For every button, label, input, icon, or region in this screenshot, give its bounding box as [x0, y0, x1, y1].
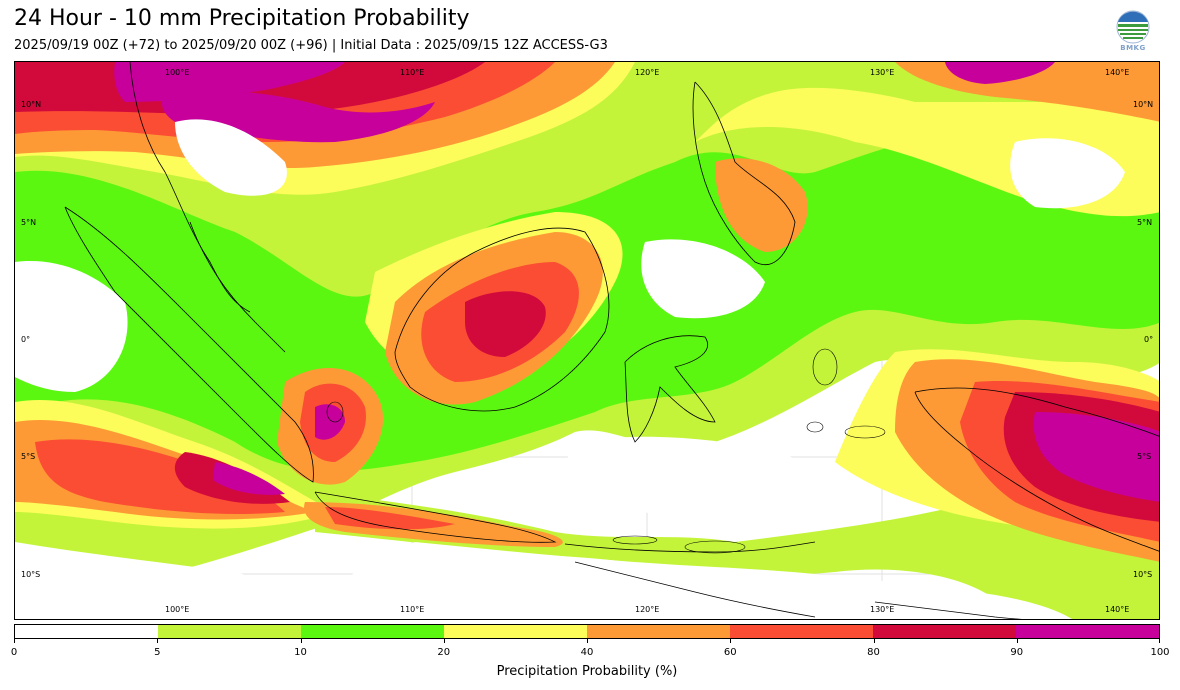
lat-label-5n-right: 5°N: [1137, 218, 1153, 227]
colorbar-tick-label: 90: [1010, 647, 1024, 658]
clear-zone-south: [297, 542, 1072, 619]
precip-zone-60-java: [325, 507, 455, 530]
lon-label-100e-bottom: 100°E: [165, 605, 190, 614]
colorbar-tick-mark: [873, 639, 875, 643]
lat-label-5s-left: 5°S: [21, 452, 36, 461]
lon-label-110e-top: 110°E: [400, 68, 425, 77]
precip-field: [15, 62, 1159, 619]
colorbar-tick-mark: [587, 639, 588, 643]
coastlines: [64, 62, 1159, 619]
chart-subtitle: 2025/09/19 00Z (+72) to 2025/09/20 00Z (…: [14, 38, 608, 53]
coast-borneo: [394, 227, 610, 412]
coast-indochina: [129, 62, 251, 313]
colorbar-tick-label: 5: [154, 647, 161, 658]
lon-label-130e-top: 130°E: [870, 68, 895, 77]
map-canvas: [15, 62, 1159, 619]
precip-zone-90-papua: [1033, 412, 1159, 502]
chart-title: 24 Hour - 10 mm Precipitation Probabilit…: [14, 6, 470, 31]
precip-zone-5-south: [315, 492, 1159, 619]
colorbar-tick-label: 60: [723, 647, 737, 658]
coast-philippines: [692, 81, 796, 265]
colorbar-segment-4: [587, 625, 730, 638]
coast-malay-peninsula: [189, 221, 286, 353]
colorbar-tick-label: 10: [294, 647, 307, 658]
colorbar: [14, 624, 1160, 639]
colorbar-tick-label: 20: [437, 647, 451, 658]
coast-australia: [574, 561, 1021, 619]
clear-zone-indian-ocean: [15, 261, 128, 392]
colorbar-tick-mark: [157, 639, 159, 643]
lon-label-100e-top: 100°E: [165, 68, 190, 77]
island-buru: [806, 421, 824, 433]
coast-sumatra: [64, 206, 314, 483]
bmkg-logo-icon: [1116, 10, 1150, 44]
lat-label-10s-left: 10°S: [21, 570, 41, 579]
precip-zone-40-phil: [715, 158, 808, 252]
colorbar-segment-7: [1016, 625, 1159, 638]
lat-label-10n-right: 10°N: [1133, 100, 1154, 109]
clear-zone-celebes-sea: [641, 239, 765, 319]
colorbar-segment-6: [873, 625, 1016, 638]
island-seram: [844, 425, 886, 439]
colorbar-segment-2: [301, 625, 444, 638]
clear-zone-banda-sea: [566, 436, 817, 514]
lat-label-5s-right: 5°S: [1137, 452, 1152, 461]
island-timor: [684, 540, 746, 554]
coast-nusa-tenggara: [564, 541, 816, 553]
precip-zone-90-ne: [945, 62, 1055, 84]
lon-label-110e-bottom: 110°E: [400, 605, 425, 614]
colorbar-segment-5: [730, 625, 873, 638]
colorbar-tick-mark: [730, 639, 732, 643]
colorbar-segment-0: [15, 625, 158, 638]
clear-zone-scs: [175, 119, 287, 196]
precip-zone-80-borneo: [465, 291, 546, 357]
lat-label-10s-right: 10°S: [1133, 570, 1153, 579]
lon-label-130e-bottom: 130°E: [870, 605, 895, 614]
clear-zone-pacific: [1010, 138, 1125, 209]
coast-sulawesi: [624, 335, 716, 443]
lon-label-140e-bottom: 140°E: [1105, 605, 1130, 614]
coast-papua: [914, 387, 1159, 552]
colorbar-label: Precipitation Probability (%): [496, 664, 678, 679]
colorbar-segment-3: [444, 625, 587, 638]
lon-label-120e-top: 120°E: [635, 68, 660, 77]
colorbar-tick-label: 0: [10, 647, 18, 658]
colorbar-tick-label: 40: [580, 647, 594, 658]
colorbar-tick-mark: [443, 639, 445, 643]
island-bangka: [326, 401, 344, 423]
clear-zone-sw-corner: [15, 542, 304, 619]
island-halmahera: [812, 348, 838, 386]
lat-label-5n-left: 5°N: [21, 218, 37, 227]
colorbar-tick-mark: [300, 639, 302, 643]
coast-java: [314, 491, 557, 543]
precip-zone-90-sumatra: [315, 404, 345, 440]
island-flores: [612, 535, 658, 545]
lat-label-0-left: 0°: [21, 335, 31, 344]
islands: [326, 348, 886, 554]
lon-label-140e-top: 140°E: [1105, 68, 1130, 77]
precip-zone-90-sw: [213, 462, 285, 495]
colorbar-tick-mark: [1016, 639, 1018, 643]
colorbar-tick-label: 100: [1150, 647, 1170, 658]
lon-label-120e-bottom: 120°E: [635, 605, 660, 614]
colorbar-tick-label: 80: [867, 647, 880, 658]
lat-label-10n-left: 10°N: [21, 100, 42, 109]
logo-text: BMKG: [1120, 44, 1146, 52]
lat-label-0-right: 0°: [1144, 335, 1154, 344]
colorbar-tick-mark: [1159, 639, 1160, 643]
precipitation-map: 100°E 110°E 120°E 130°E 140°E 100°E 110°…: [14, 61, 1160, 620]
colorbar-segment-1: [158, 625, 301, 638]
colorbar-tick-mark: [14, 639, 15, 643]
